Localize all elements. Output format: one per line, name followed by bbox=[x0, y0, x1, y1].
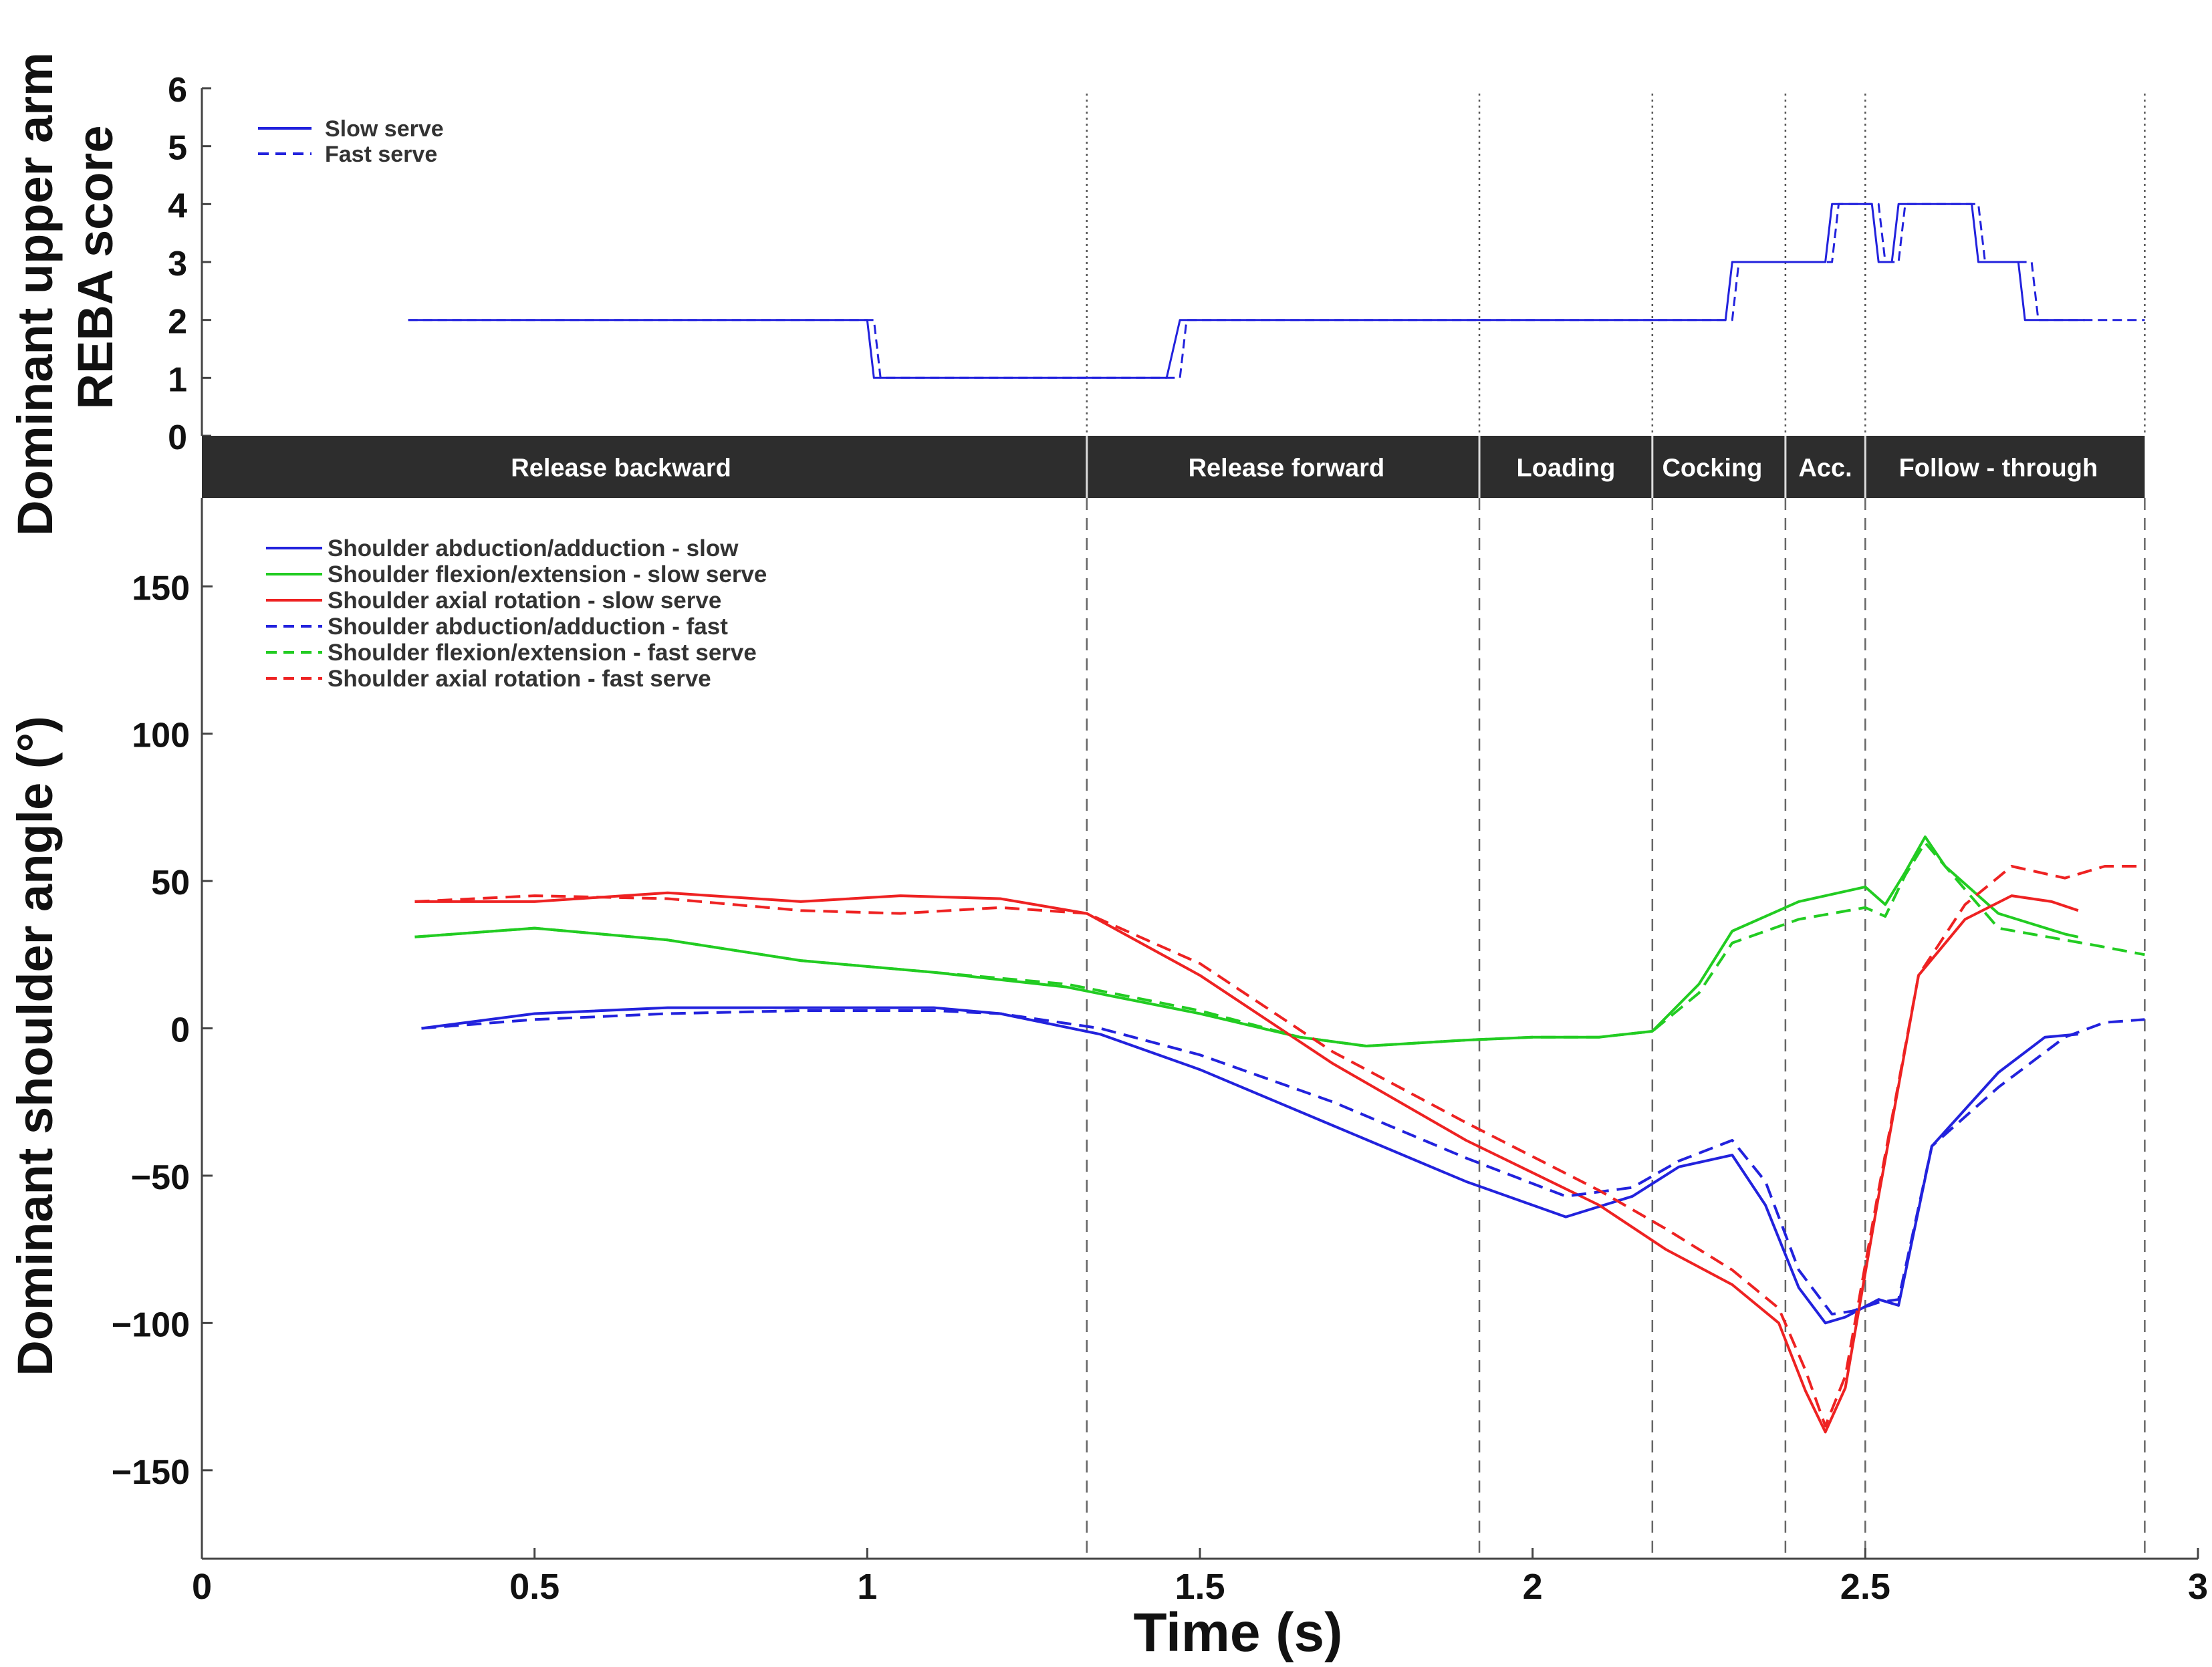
phase-label: Follow - through bbox=[1899, 455, 2098, 483]
x-axis-label: Time (s) bbox=[1134, 1602, 1343, 1663]
legend-label: Shoulder flexion/extension - fast serve bbox=[328, 640, 757, 666]
bottom-y-tick-label: 50 bbox=[151, 864, 190, 902]
top-y-axis-label-line2: REBA score bbox=[68, 126, 123, 410]
bottom-panel-series bbox=[414, 836, 2145, 1434]
top-y-tick-label: 2 bbox=[168, 303, 187, 342]
top-y-tick-label: 4 bbox=[168, 186, 187, 225]
phase-boundary-lines bbox=[1086, 94, 2146, 1559]
legend-label: Fast serve bbox=[325, 142, 437, 167]
top-y-axis-label-line1: Dominant upper arm bbox=[7, 52, 63, 536]
bottom-legend: Shoulder abduction/adduction - slowShoul… bbox=[266, 535, 767, 692]
legend-label: Shoulder abduction/adduction - fast bbox=[328, 614, 728, 640]
series-flexion-fast bbox=[414, 841, 2145, 1047]
top-panel-axes: 0 1 2 3 4 5 6 bbox=[168, 71, 211, 457]
top-y-tick-label: 6 bbox=[168, 71, 187, 110]
bottom-y-tick-label: 0 bbox=[170, 1011, 190, 1050]
series-axial-rotation-slow bbox=[414, 891, 2079, 1434]
series-fast-serve bbox=[408, 203, 2145, 379]
top-y-tick-label: 5 bbox=[168, 129, 187, 168]
series-flexion-slow bbox=[414, 836, 2079, 1047]
bottom-y-tick-label: −150 bbox=[112, 1453, 190, 1492]
series-abduction-fast bbox=[421, 1009, 2145, 1316]
bottom-y-tick-label: −100 bbox=[112, 1305, 190, 1344]
x-tick-label: 1 bbox=[857, 1567, 877, 1607]
x-tick-label: 1.5 bbox=[1175, 1567, 1225, 1607]
phase-bar: Release backward Release forward Loading Co… bbox=[202, 436, 2145, 498]
legend-label: Shoulder axial rotation - slow serve bbox=[328, 588, 721, 614]
legend-label: Shoulder axial rotation - fast serve bbox=[328, 666, 711, 692]
bottom-y-tick-label: 150 bbox=[132, 569, 190, 608]
phase-label: Loading bbox=[1517, 455, 1616, 483]
top-y-tick-label: 0 bbox=[168, 418, 187, 457]
phase-label: Release backward bbox=[511, 455, 731, 483]
x-tick-label: 3 bbox=[2188, 1567, 2208, 1607]
x-tick-label: 2 bbox=[1523, 1567, 1543, 1607]
legend-label: Slow serve bbox=[325, 116, 444, 142]
top-y-tick-label: 3 bbox=[168, 245, 187, 283]
top-y-tick-label: 1 bbox=[168, 360, 187, 399]
phase-bar-background bbox=[202, 436, 2145, 498]
bottom-panel-axes: 150 100 50 0 −50 −100 −150 0 0.5 1 1.5 2 2.5 3 bbox=[112, 498, 2208, 1607]
phase-label: Release forward bbox=[1189, 455, 1385, 483]
x-tick-label: 2.5 bbox=[1840, 1567, 1890, 1607]
phase-label: Cocking bbox=[1662, 455, 1762, 483]
top-panel-series bbox=[408, 203, 2145, 379]
x-tick-label: 0.5 bbox=[509, 1567, 560, 1607]
bottom-y-tick-label: −50 bbox=[131, 1158, 190, 1197]
legend-label: Shoulder flexion/extension - slow serve bbox=[328, 561, 767, 588]
phase-label: Acc. bbox=[1798, 455, 1852, 483]
legend-label: Shoulder abduction/adduction - slow bbox=[328, 535, 739, 561]
bottom-y-tick-label: 100 bbox=[132, 717, 190, 755]
series-axial-rotation-fast bbox=[414, 865, 2145, 1428]
x-tick-label: 0 bbox=[192, 1567, 212, 1607]
bottom-y-axis-label: Dominant shoulder angle (°) bbox=[7, 716, 63, 1376]
